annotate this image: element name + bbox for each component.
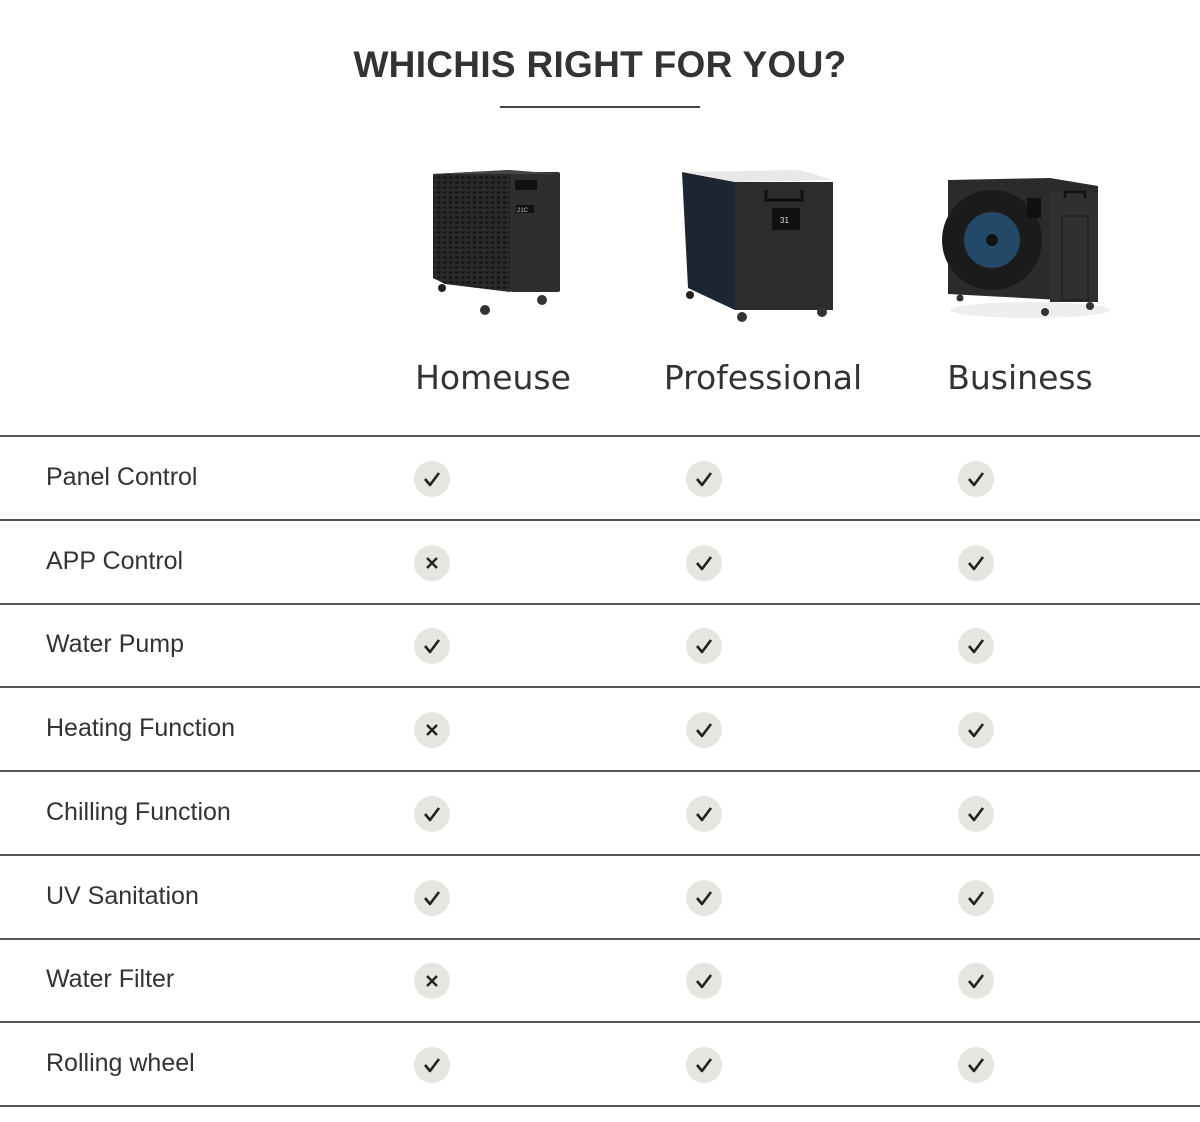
feature-available <box>686 1046 722 1083</box>
feature-available <box>686 879 722 916</box>
check-icon <box>968 890 985 905</box>
check-icon <box>424 890 441 905</box>
check-icon <box>424 472 441 487</box>
feature-available <box>958 628 994 665</box>
check-icon <box>424 1058 441 1073</box>
feature-available <box>958 795 994 832</box>
check-icon <box>696 974 713 989</box>
check-icon <box>696 807 713 822</box>
feature-available <box>414 461 450 497</box>
feature-available <box>958 461 994 497</box>
row-divider <box>0 519 1200 521</box>
check-icon <box>696 472 713 487</box>
feature-available <box>414 795 450 832</box>
feature-label: Panel Control <box>46 463 198 491</box>
business-product-image <box>942 178 1110 318</box>
check-icon <box>968 723 985 738</box>
feature-available <box>958 1046 994 1083</box>
row-divider <box>0 602 1200 605</box>
homeuse-product-image: 21C <box>433 170 560 315</box>
feature-unavailable <box>414 544 450 581</box>
check-icon <box>424 807 441 822</box>
feature-unavailable <box>414 712 450 749</box>
cross-icon <box>426 724 438 736</box>
table-row: Water Pump <box>0 603 1200 687</box>
table-row: Panel Control <box>0 436 1200 520</box>
table-top-divider <box>0 435 1200 437</box>
feature-label: Water Pump <box>46 630 185 659</box>
feature-label: Water Filter <box>46 965 175 994</box>
row-divider <box>0 770 1200 773</box>
table-row: UV Sanitation <box>0 855 1200 939</box>
feature-available <box>686 712 722 749</box>
row-divider <box>0 853 1200 856</box>
table-row: APP Control <box>0 520 1200 604</box>
product-name-professional: Professional <box>663 358 863 397</box>
feature-unavailable <box>414 963 450 1000</box>
check-icon <box>424 639 441 654</box>
check-icon <box>696 639 713 654</box>
feature-available <box>958 712 994 749</box>
check-icon <box>968 1058 985 1073</box>
feature-label: UV Sanitation <box>46 881 199 910</box>
check-icon <box>968 807 985 822</box>
product-name-homeuse: Homeuse <box>415 358 571 397</box>
feature-label: Heating Function <box>46 714 236 743</box>
check-icon <box>968 639 985 654</box>
feature-available <box>414 628 450 665</box>
feature-label: Rolling wheel <box>46 1048 195 1077</box>
cross-icon <box>426 975 438 988</box>
svg-text:21C: 21C <box>517 208 529 214</box>
feature-available <box>686 544 722 581</box>
feature-available <box>414 1046 450 1083</box>
svg-text:31: 31 <box>780 216 789 225</box>
page-title: WHICHIS RIGHT FOR YOU? <box>353 44 847 85</box>
feature-available <box>686 963 722 1000</box>
feature-available <box>686 461 722 497</box>
table-row: Water Filter <box>0 938 1200 1022</box>
row-divider <box>0 1021 1200 1024</box>
feature-available <box>686 795 722 832</box>
row-divider <box>0 1104 1200 1107</box>
feature-available <box>958 879 994 916</box>
check-icon <box>696 890 713 905</box>
feature-label: APP Control <box>46 546 184 575</box>
row-divider <box>0 937 1200 940</box>
check-icon <box>968 472 985 487</box>
professional-product-image: 31 <box>682 170 833 322</box>
check-icon <box>696 1058 713 1073</box>
feature-available <box>414 879 450 916</box>
feature-available <box>958 544 994 581</box>
feature-available <box>958 963 994 1000</box>
check-icon <box>968 555 985 570</box>
table-row: Chilling Function <box>0 771 1200 855</box>
check-icon <box>696 555 713 570</box>
check-icon <box>968 974 985 989</box>
row-divider <box>0 686 1200 689</box>
feature-label: Chilling Function <box>46 797 231 826</box>
title-underline <box>500 106 700 108</box>
check-icon <box>696 723 713 738</box>
feature-available <box>686 628 722 665</box>
table-row: Heating Function <box>0 687 1200 771</box>
cross-icon <box>426 556 438 569</box>
product-name-business: Business <box>947 358 1093 397</box>
table-row: Rolling wheel <box>0 1022 1200 1106</box>
